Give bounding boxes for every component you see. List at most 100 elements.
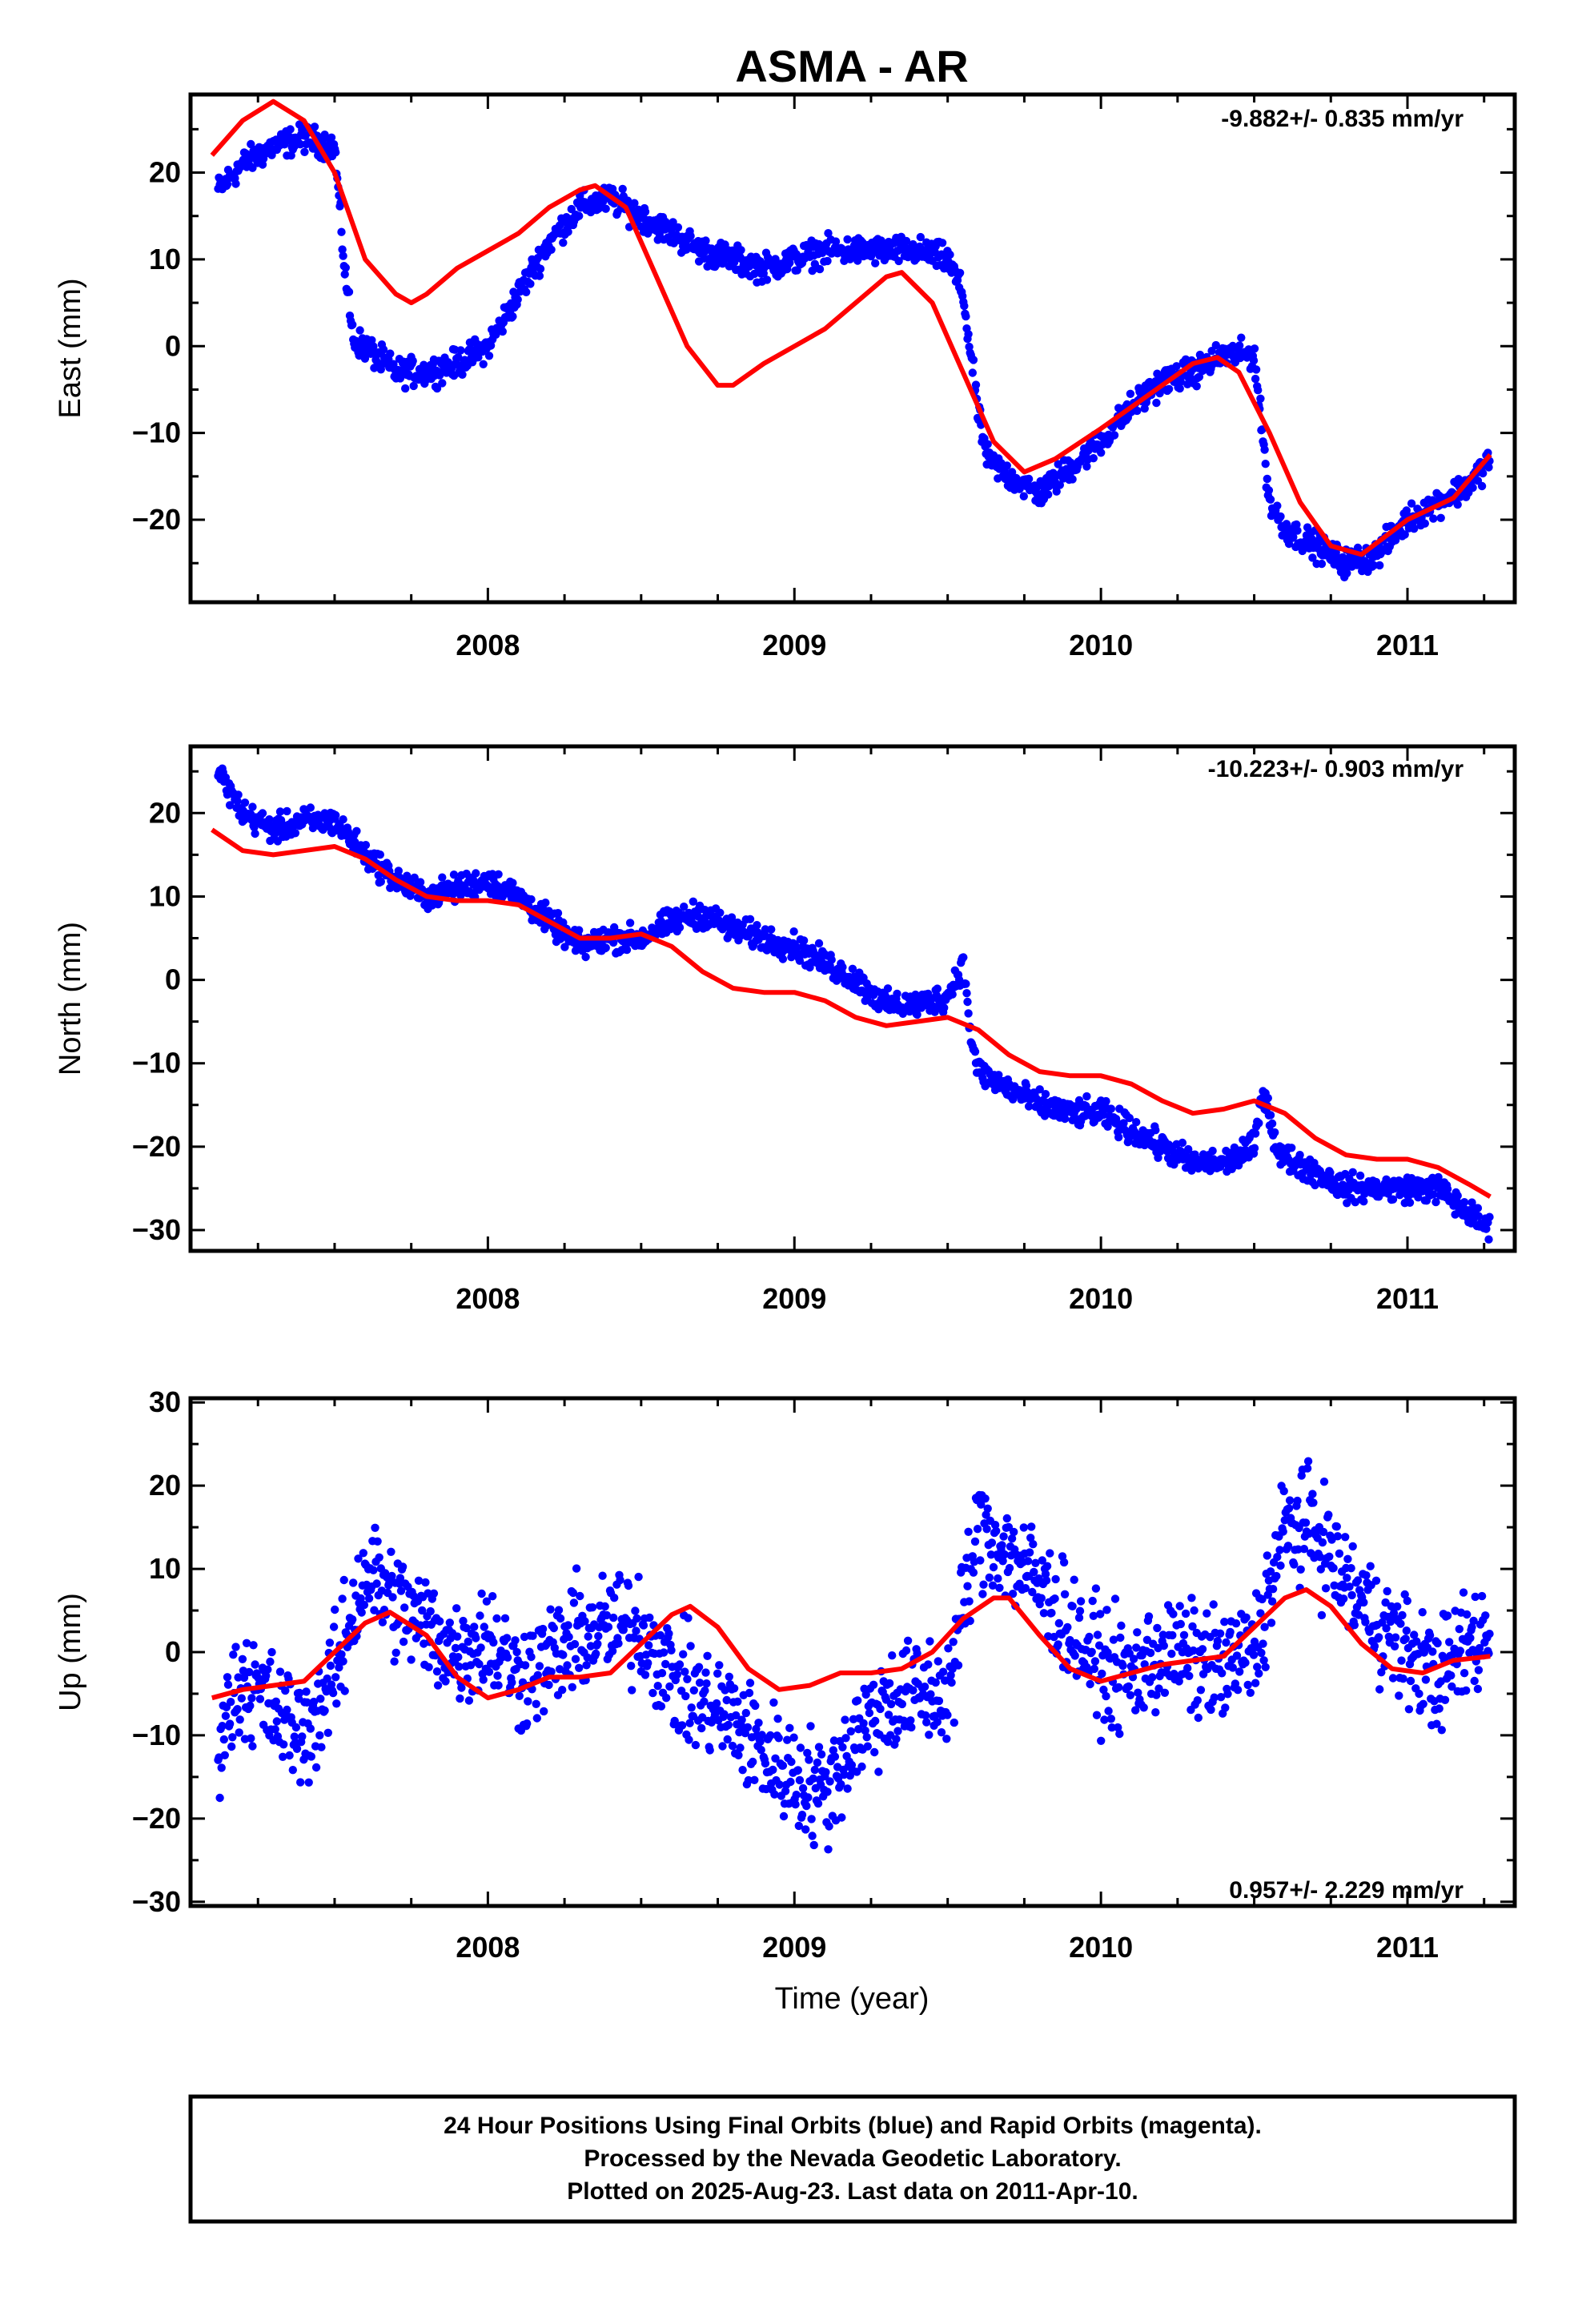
data-point: [1242, 1613, 1251, 1622]
data-point: [1375, 1685, 1384, 1694]
rate-annotation: -10.223+/- 0.903 mm/yr: [1208, 756, 1464, 782]
data-point: [1355, 1171, 1365, 1180]
data-point: [1233, 1686, 1243, 1695]
data-point: [367, 336, 376, 344]
data-point: [1298, 546, 1307, 556]
data-point: [705, 1746, 714, 1755]
data-point: [1148, 1673, 1157, 1682]
caption-line-1: 24 Hour Positions Using Final Orbits (bl…: [444, 2113, 1262, 2139]
data-point: [1232, 1651, 1242, 1660]
data-point: [1142, 1635, 1152, 1644]
data-point: [1096, 1610, 1105, 1618]
data-point: [1251, 365, 1261, 374]
data-point: [861, 1726, 869, 1735]
data-point: [1447, 1682, 1456, 1691]
data-point: [424, 1663, 433, 1671]
data-point: [445, 1618, 454, 1627]
data-point: [1024, 1102, 1034, 1111]
data-point: [978, 1590, 987, 1598]
data-point: [753, 921, 761, 930]
data-point: [1475, 1643, 1484, 1653]
data-point: [474, 353, 483, 362]
data-point: [1002, 1514, 1012, 1523]
data-point: [614, 1639, 623, 1648]
data-point: [766, 1731, 775, 1740]
data-point: [1341, 1533, 1350, 1542]
data-point: [1193, 1696, 1203, 1705]
data-point: [247, 1734, 255, 1743]
data-point: [1131, 1706, 1140, 1715]
data-point: [618, 184, 627, 194]
data-point: [369, 342, 378, 351]
data-point: [248, 802, 257, 811]
data-point: [323, 1674, 331, 1683]
data-point: [631, 1606, 640, 1615]
data-point: [1369, 561, 1379, 570]
data-point: [1235, 341, 1244, 350]
data-point: [372, 1579, 381, 1588]
data-point: [955, 268, 965, 277]
data-point: [311, 1763, 321, 1772]
data-point: [386, 349, 395, 358]
data-point: [925, 1731, 934, 1739]
data-point: [1362, 1571, 1371, 1580]
data-point: [990, 1521, 1000, 1530]
data-point: [251, 829, 259, 838]
data-point: [906, 1716, 915, 1725]
data-point: [265, 815, 274, 824]
data-point: [725, 1672, 733, 1681]
data-point: [1260, 1622, 1269, 1631]
data-point: [781, 1787, 790, 1795]
data-point: [640, 207, 650, 216]
data-point: [853, 1767, 861, 1776]
data-point: [982, 1525, 991, 1534]
data-point: [248, 163, 257, 172]
data-point: [233, 797, 242, 806]
data-point: [376, 877, 385, 887]
data-point: [271, 1725, 279, 1734]
data-point: [1347, 1590, 1356, 1600]
data-point: [1289, 533, 1298, 541]
data-point: [745, 915, 755, 924]
y-tick-label: 0: [165, 1635, 181, 1668]
data-point: [1460, 1198, 1469, 1207]
data-point: [457, 1683, 466, 1692]
data-point: [1089, 1611, 1098, 1621]
data-point: [1359, 1598, 1368, 1607]
data-point: [1231, 1679, 1240, 1688]
data-point: [1160, 1688, 1170, 1697]
data-point: [977, 1500, 986, 1509]
data-point: [291, 829, 300, 838]
data-point: [1176, 1619, 1186, 1629]
data-point: [1325, 1552, 1334, 1562]
data-point: [1086, 1679, 1094, 1689]
data-point: [292, 1744, 302, 1753]
data-point: [981, 1494, 990, 1503]
y-tick-label: 10: [149, 243, 181, 275]
data-point: [1207, 1705, 1215, 1715]
data-point: [1378, 1618, 1387, 1627]
data-point: [283, 1705, 291, 1715]
data-point: [685, 1735, 693, 1744]
data-point: [1317, 559, 1327, 569]
data-point: [564, 227, 572, 236]
data-point: [263, 1665, 272, 1674]
data-point: [691, 1740, 701, 1750]
y-tick-label: 10: [149, 1552, 181, 1585]
data-point: [1008, 1590, 1018, 1598]
plot-frame: [188, 1396, 1517, 1908]
data-point: [418, 1606, 427, 1615]
data-point: [1114, 1683, 1123, 1692]
data-point: [1393, 1602, 1402, 1611]
data-point: [1401, 1634, 1410, 1643]
data-point: [563, 1661, 572, 1670]
data-point: [1268, 1585, 1278, 1594]
data-point: [348, 320, 357, 329]
data-point: [683, 1675, 692, 1683]
data-point: [438, 873, 447, 882]
data-point: [1299, 1545, 1309, 1554]
data-point: [512, 1647, 521, 1657]
data-point: [459, 1616, 468, 1626]
data-point: [797, 1811, 807, 1819]
data-point: [370, 1606, 379, 1614]
